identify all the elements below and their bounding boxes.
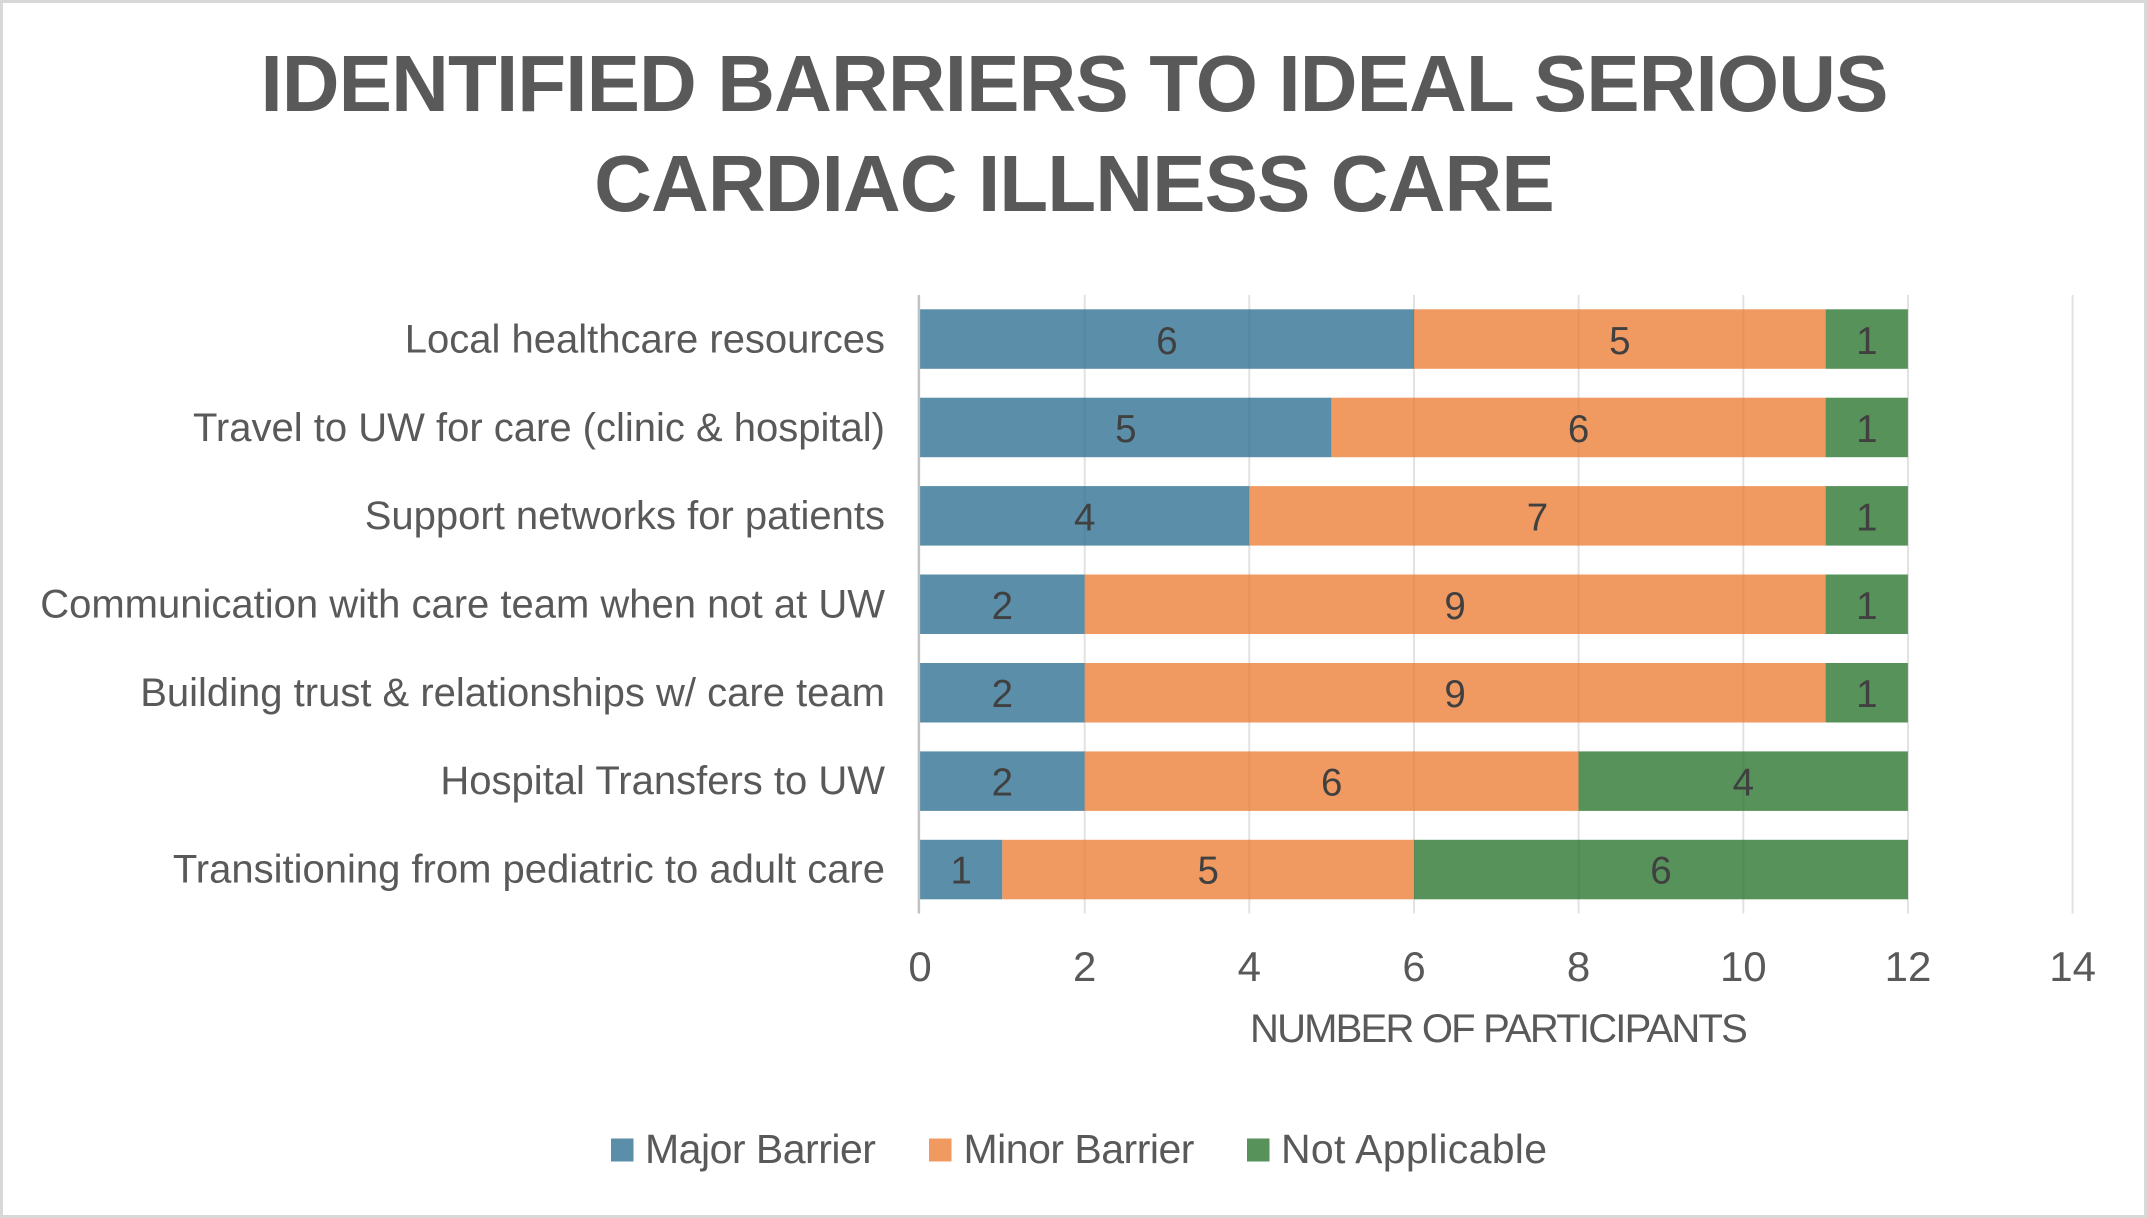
svg-text:Communication with care team w: Communication with care team when not at…	[40, 583, 885, 627]
svg-text:Minor Barrier: Minor Barrier	[964, 1126, 1194, 1172]
svg-text:4: 4	[1238, 943, 1261, 990]
svg-text:1: 1	[1856, 673, 1877, 716]
svg-text:Major Barrier: Major Barrier	[645, 1126, 875, 1172]
svg-text:Not Applicable: Not Applicable	[1281, 1126, 1547, 1172]
svg-text:7: 7	[1527, 497, 1548, 540]
svg-text:6: 6	[1402, 943, 1425, 990]
svg-text:1: 1	[950, 850, 971, 893]
svg-text:4: 4	[1074, 497, 1095, 540]
svg-text:0: 0	[908, 943, 931, 990]
svg-text:8: 8	[1567, 943, 1590, 990]
svg-text:1: 1	[1856, 320, 1877, 363]
svg-text:6: 6	[1650, 850, 1671, 893]
svg-text:Transitioning from pediatric t: Transitioning from pediatric to adult ca…	[173, 847, 885, 891]
svg-text:6: 6	[1568, 408, 1589, 451]
svg-text:6: 6	[1321, 761, 1342, 804]
svg-text:5: 5	[1115, 408, 1136, 451]
svg-text:10: 10	[1720, 943, 1767, 990]
svg-text:14: 14	[2049, 943, 2096, 990]
svg-text:2: 2	[992, 673, 1013, 716]
svg-text:5: 5	[1197, 850, 1218, 893]
svg-text:4: 4	[1733, 761, 1754, 804]
svg-text:CARDIAC ILLNESS CARE: CARDIAC ILLNESS CARE	[594, 139, 1554, 228]
svg-text:6: 6	[1156, 320, 1177, 363]
svg-text:Travel to UW for care (clinic: Travel to UW for care (clinic & hospital…	[193, 406, 885, 450]
svg-text:2: 2	[992, 585, 1013, 628]
svg-text:2: 2	[1073, 943, 1096, 990]
svg-text:12: 12	[1885, 943, 1932, 990]
svg-text:Hospital Transfers to UW: Hospital Transfers to UW	[440, 759, 885, 803]
svg-text:9: 9	[1444, 585, 1465, 628]
svg-text:5: 5	[1609, 320, 1630, 363]
svg-text:Building trust & relationships: Building trust & relationships w/ care t…	[140, 671, 885, 715]
svg-text:Local healthcare resources: Local healthcare resources	[405, 318, 885, 362]
svg-text:2: 2	[992, 761, 1013, 804]
svg-text:NUMBER OF PARTICIPANTS: NUMBER OF PARTICIPANTS	[1250, 1007, 1746, 1051]
svg-text:1: 1	[1856, 585, 1877, 628]
svg-text:1: 1	[1856, 408, 1877, 451]
svg-text:IDENTIFIED BARRIERS TO IDEAL S: IDENTIFIED BARRIERS TO IDEAL SERIOUS	[260, 39, 1887, 128]
svg-text:Support networks for patients: Support networks for patients	[365, 494, 885, 538]
svg-text:1: 1	[1856, 497, 1877, 540]
svg-text:9: 9	[1444, 673, 1465, 716]
